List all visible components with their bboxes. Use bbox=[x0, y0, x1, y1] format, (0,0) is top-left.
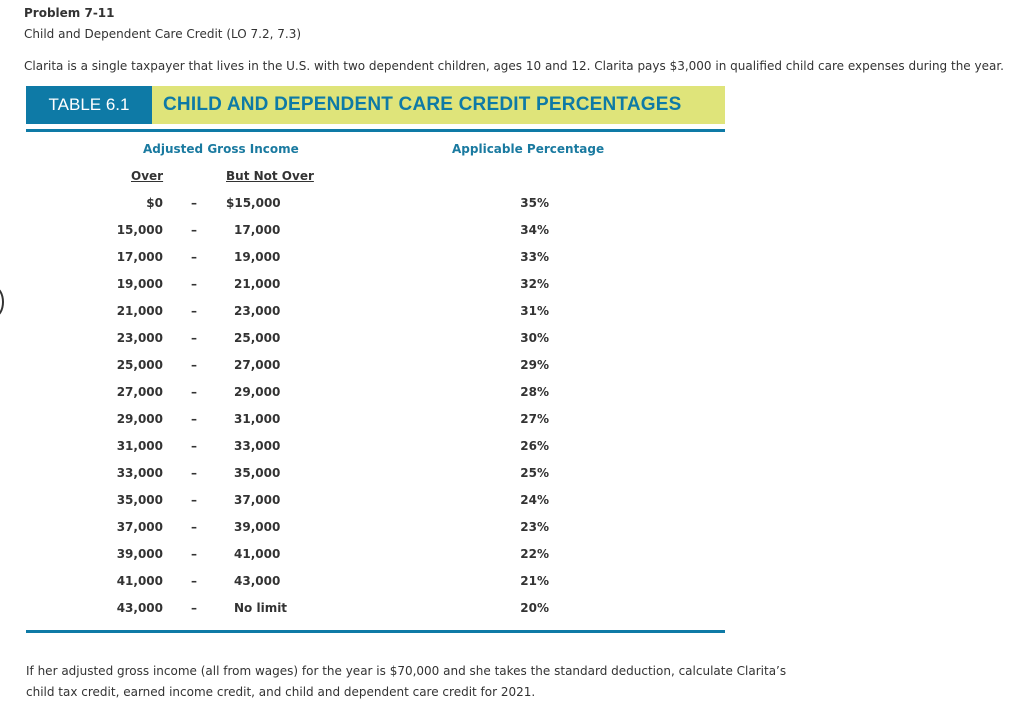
cell-over: 37,000 bbox=[116, 520, 163, 534]
table-row: 39,000 – 41,000 22% bbox=[0, 547, 760, 574]
subheader-over: Over bbox=[131, 169, 164, 183]
table-row: $0 – $15,000 35% bbox=[0, 196, 760, 223]
table-row: 35,000 – 37,000 24% bbox=[0, 493, 760, 520]
question-text: If her adjusted gross income (all from w… bbox=[26, 661, 826, 703]
table-bottom-rule bbox=[26, 630, 725, 633]
cell-percentage: 31% bbox=[520, 304, 549, 318]
subheader-but-not-over: But Not Over bbox=[226, 169, 314, 183]
table-body: $0– $15,000 35% 15,000–17,000 34% 17,000–19… bbox=[0, 196, 760, 628]
cell-percentage: 25% bbox=[520, 466, 549, 480]
cell-not-over: 35,000 bbox=[234, 466, 281, 480]
table-row: 31,000 – 33,000 26% bbox=[0, 439, 760, 466]
cell-percentage: 24% bbox=[520, 493, 549, 507]
cell-over: 27,000 bbox=[116, 385, 163, 399]
question-line-2: child tax credit, earned income credit, … bbox=[26, 685, 536, 699]
table-row: 33,000 – 35,000 25% bbox=[0, 466, 760, 493]
cell-dash: – bbox=[191, 331, 197, 345]
cell-not-over: No limit bbox=[234, 601, 288, 615]
table-row: 27,000 – 29,000 28% bbox=[0, 385, 760, 412]
cell-not-over: 39,000 bbox=[234, 520, 281, 534]
table-header: TABLE 6.1 CHILD AND DEPENDENT CARE CREDI… bbox=[26, 86, 725, 124]
cell-not-over: 33,000 bbox=[234, 439, 281, 453]
cell-not-over: $15,000 bbox=[226, 196, 281, 210]
cell-dash: – bbox=[191, 196, 197, 210]
table-top-rule bbox=[26, 129, 725, 132]
cell-not-over: 41,000 bbox=[234, 547, 281, 561]
cell-percentage: 30% bbox=[520, 331, 549, 345]
cell-over: 15,000 bbox=[116, 223, 163, 237]
table-row: 29,000 – 31,000 27% bbox=[0, 412, 760, 439]
cell-dash: – bbox=[191, 277, 197, 291]
cell-over: 33,000 bbox=[116, 466, 163, 480]
cell-dash: – bbox=[191, 466, 197, 480]
cell-percentage: 22% bbox=[520, 547, 549, 561]
cell-percentage: 23% bbox=[520, 520, 549, 534]
cell-over: 17,000 bbox=[116, 250, 163, 264]
cell-over: 35,000 bbox=[116, 493, 163, 507]
cell-over: 41,000 bbox=[116, 574, 163, 588]
cell-percentage: 29% bbox=[520, 358, 549, 372]
cell-not-over: 29,000 bbox=[234, 385, 281, 399]
cell-dash: – bbox=[191, 520, 197, 534]
table-row: 19,000 – 21,000 32% bbox=[0, 277, 760, 304]
cell-over: 39,000 bbox=[116, 547, 163, 561]
cell-percentage: 28% bbox=[520, 385, 549, 399]
table-row: 25,000 – 27,000 29% bbox=[0, 358, 760, 385]
cell-percentage: 34% bbox=[520, 223, 549, 237]
table-number-tag: TABLE 6.1 bbox=[26, 86, 152, 124]
cell-over: $0 bbox=[146, 196, 163, 210]
cell-not-over: 25,000 bbox=[234, 331, 281, 345]
question-line-1: If her adjusted gross income (all from w… bbox=[26, 664, 787, 678]
cell-dash: – bbox=[191, 601, 197, 615]
cell-dash: – bbox=[191, 493, 197, 507]
table-row: 41,000 – 43,000 21% bbox=[0, 574, 760, 601]
cell-percentage: 20% bbox=[520, 601, 549, 615]
cell-percentage: 35% bbox=[520, 196, 549, 210]
cell-not-over: 23,000 bbox=[234, 304, 281, 318]
cell-dash: – bbox=[191, 250, 197, 264]
cell-percentage: 27% bbox=[520, 412, 549, 426]
cell-over: 29,000 bbox=[116, 412, 163, 426]
table-row: 21,000 – 23,000 31% bbox=[0, 304, 760, 331]
cell-percentage: 26% bbox=[520, 439, 549, 453]
table-row: 15,000 – 17,000 34% bbox=[0, 223, 760, 250]
cell-not-over: 17,000 bbox=[234, 223, 281, 237]
cell-dash: – bbox=[191, 547, 197, 561]
cell-not-over: 21,000 bbox=[234, 277, 281, 291]
problem-subtitle: Child and Dependent Care Credit (LO 7.2,… bbox=[24, 27, 302, 41]
cell-over: 21,000 bbox=[116, 304, 163, 318]
column-header-agi: Adjusted Gross Income bbox=[143, 142, 299, 156]
cell-not-over: 37,000 bbox=[234, 493, 281, 507]
cell-not-over: 31,000 bbox=[234, 412, 281, 426]
cell-dash: – bbox=[191, 358, 197, 372]
cell-percentage: 32% bbox=[520, 277, 549, 291]
cell-over: 25,000 bbox=[116, 358, 163, 372]
column-header-percentage: Applicable Percentage bbox=[452, 142, 605, 156]
cell-dash: – bbox=[191, 304, 197, 318]
cell-dash: – bbox=[191, 385, 197, 399]
cell-not-over: 43,000 bbox=[234, 574, 281, 588]
table-row: 23,000 – 25,000 30% bbox=[0, 331, 760, 358]
cell-dash: – bbox=[191, 412, 197, 426]
cell-over: 19,000 bbox=[116, 277, 163, 291]
problem-title: Problem 7-11 bbox=[24, 6, 115, 20]
cell-dash: – bbox=[191, 574, 197, 588]
cell-percentage: 33% bbox=[520, 250, 549, 264]
cell-over: 23,000 bbox=[116, 331, 163, 345]
cell-not-over: 19,000 bbox=[234, 250, 281, 264]
cell-percentage: 21% bbox=[520, 574, 549, 588]
cell-dash: – bbox=[191, 223, 197, 237]
cell-over: 43,000 bbox=[116, 601, 163, 615]
table-title: CHILD AND DEPENDENT CARE CREDIT PERCENTA… bbox=[152, 86, 725, 124]
table-row: 17,000 – 19,000 33% bbox=[0, 250, 760, 277]
cell-not-over: 27,000 bbox=[234, 358, 281, 372]
cell-dash: – bbox=[191, 439, 197, 453]
table-row: 37,000 – 39,000 23% bbox=[0, 520, 760, 547]
problem-intro: Clarita is a single taxpayer that lives … bbox=[24, 59, 1004, 73]
cell-over: 31,000 bbox=[116, 439, 163, 453]
table-row: 43,000 – No limit 20% bbox=[0, 601, 760, 628]
